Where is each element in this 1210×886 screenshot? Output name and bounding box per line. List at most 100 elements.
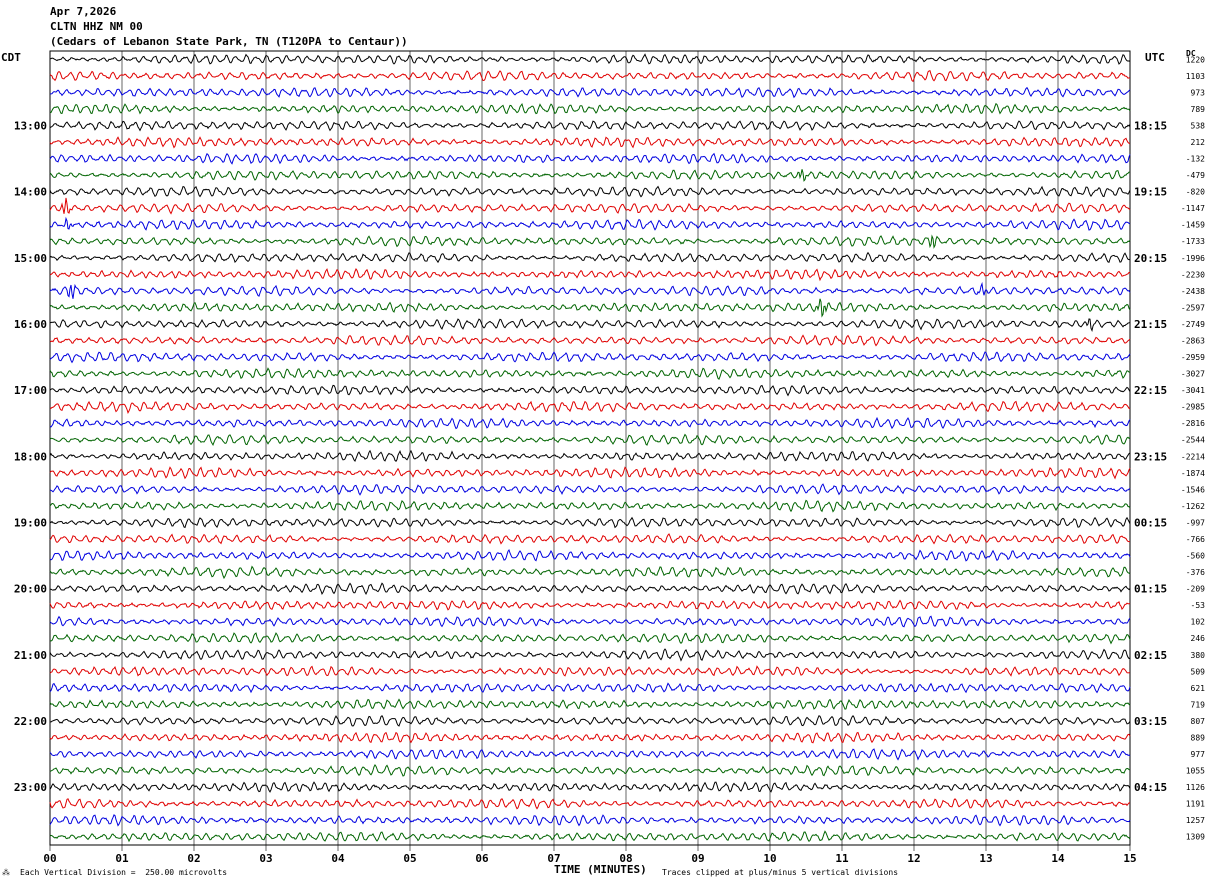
dc-offset-label: 538 xyxy=(1191,121,1206,130)
trace-row-2 xyxy=(49,86,1131,99)
trace-row-38 xyxy=(49,682,1131,694)
trace-row-35 xyxy=(49,632,1131,645)
left-hour-label: 21:00 xyxy=(14,649,47,662)
dc-offset-label: 212 xyxy=(1191,138,1206,147)
trace-row-4 xyxy=(49,120,1131,132)
trace-row-18 xyxy=(49,351,1131,364)
x-tick-label: 14 xyxy=(1051,852,1065,865)
dc-offset-label: -2438 xyxy=(1181,287,1205,296)
right-hour-label: 18:15 xyxy=(1134,119,1167,132)
trace-row-31 xyxy=(49,565,1131,580)
x-tick-label: 08 xyxy=(619,852,632,865)
dc-offset-label: -2749 xyxy=(1181,320,1205,329)
dc-offset-label: -2597 xyxy=(1181,303,1205,312)
dc-offset-label: -2959 xyxy=(1181,353,1205,362)
x-tick-label: 09 xyxy=(691,852,704,865)
corner-mark: ⁂ xyxy=(2,868,10,877)
dc-offset-label: 1103 xyxy=(1186,72,1205,81)
dc-offset-label: -3041 xyxy=(1181,386,1205,395)
trace-row-32 xyxy=(49,582,1131,596)
trace-row-25 xyxy=(49,466,1131,480)
trace-row-21 xyxy=(49,400,1131,414)
trace-group xyxy=(49,53,1131,843)
trace-row-10 xyxy=(49,216,1131,231)
dc-offset-label: 889 xyxy=(1191,733,1206,742)
trace-row-23 xyxy=(49,433,1131,447)
trace-row-7 xyxy=(49,169,1130,182)
left-hour-label: 14:00 xyxy=(14,186,47,199)
trace-row-29 xyxy=(49,533,1131,545)
dc-offset-label: 621 xyxy=(1191,684,1206,693)
trace-row-47 xyxy=(49,830,1131,843)
dc-offset-label: -2863 xyxy=(1181,336,1205,345)
trace-row-27 xyxy=(49,499,1131,513)
dc-offset-label: 380 xyxy=(1191,651,1206,660)
right-hour-label: 04:15 xyxy=(1134,781,1167,794)
dc-offset-label: 1309 xyxy=(1186,833,1205,842)
trace-row-30 xyxy=(49,548,1131,562)
left-hour-label: 13:00 xyxy=(14,119,47,132)
left-hour-label: 17:00 xyxy=(14,384,47,397)
trace-row-43 xyxy=(49,763,1131,777)
dc-offset-label: -1996 xyxy=(1181,254,1205,263)
dc-offset-label: -132 xyxy=(1186,155,1205,164)
right-hour-label: 02:15 xyxy=(1134,649,1167,662)
dc-offset-label: -1459 xyxy=(1181,221,1205,230)
left-hour-label: 18:00 xyxy=(14,450,47,463)
dc-offset-label: 973 xyxy=(1191,88,1206,97)
dc-column-label: DC xyxy=(1186,49,1196,58)
trace-row-0 xyxy=(49,53,1131,65)
trace-row-28 xyxy=(49,516,1131,529)
plot-frame xyxy=(49,50,1131,846)
x-tick-label: 00 xyxy=(43,852,56,865)
dc-offset-label: -2544 xyxy=(1181,436,1205,445)
x-tick-label: 15 xyxy=(1123,852,1136,865)
dc-offset-label: -2985 xyxy=(1181,403,1205,412)
left-hour-label: 20:00 xyxy=(14,583,47,596)
trace-row-45 xyxy=(49,798,1131,810)
header-date: Apr 7,2026 xyxy=(50,5,117,18)
left-hour-label: 23:00 xyxy=(14,781,47,794)
trace-row-41 xyxy=(49,731,1131,744)
left-hour-label: 15:00 xyxy=(14,252,47,265)
dc-offset-label: 807 xyxy=(1191,717,1206,726)
trace-row-39 xyxy=(49,698,1131,710)
header-station: CLTN HHZ NM 00 xyxy=(50,20,143,33)
dc-offset-label: -53 xyxy=(1191,601,1206,610)
trace-row-24 xyxy=(49,449,1131,462)
trace-row-42 xyxy=(49,748,1131,761)
dc-offset-label: -1147 xyxy=(1181,204,1205,213)
trace-row-12 xyxy=(49,251,1130,264)
left-hour-label: 16:00 xyxy=(14,318,47,331)
dc-offset-label: -1262 xyxy=(1181,502,1205,511)
x-tick-label: 02 xyxy=(187,852,200,865)
dc-offset-label: -209 xyxy=(1186,585,1205,594)
trace-row-37 xyxy=(49,665,1131,677)
trace-row-46 xyxy=(49,814,1131,827)
dc-offset-label: 1126 xyxy=(1186,783,1205,792)
right-hour-label: 22:15 xyxy=(1134,384,1167,397)
dc-offset-label: -1733 xyxy=(1181,237,1205,246)
dc-offset-label: -479 xyxy=(1186,171,1205,180)
left-hour-label: 19:00 xyxy=(14,516,47,529)
trace-row-13 xyxy=(49,267,1131,282)
right-timezone-label: UTC xyxy=(1145,51,1165,64)
trace-row-5 xyxy=(49,136,1131,149)
dc-offset-label: -820 xyxy=(1186,188,1205,197)
trace-row-8 xyxy=(49,185,1131,198)
right-hour-label: 00:15 xyxy=(1134,516,1167,529)
x-tick-label: 06 xyxy=(475,852,489,865)
right-hour-label: 23:15 xyxy=(1134,450,1167,463)
x-tick-label: 05 xyxy=(403,852,416,865)
right-hour-label: 01:15 xyxy=(1134,583,1167,596)
trace-row-9 xyxy=(49,197,1131,215)
trace-row-22 xyxy=(49,416,1131,430)
dc-offset-label: 1055 xyxy=(1186,767,1205,776)
dc-offset-label: 789 xyxy=(1191,105,1206,114)
trace-row-19 xyxy=(49,367,1131,381)
trace-row-3 xyxy=(49,102,1131,115)
trace-row-16 xyxy=(49,318,1131,332)
right-hour-label: 20:15 xyxy=(1134,252,1167,265)
x-tick-label: 01 xyxy=(115,852,129,865)
